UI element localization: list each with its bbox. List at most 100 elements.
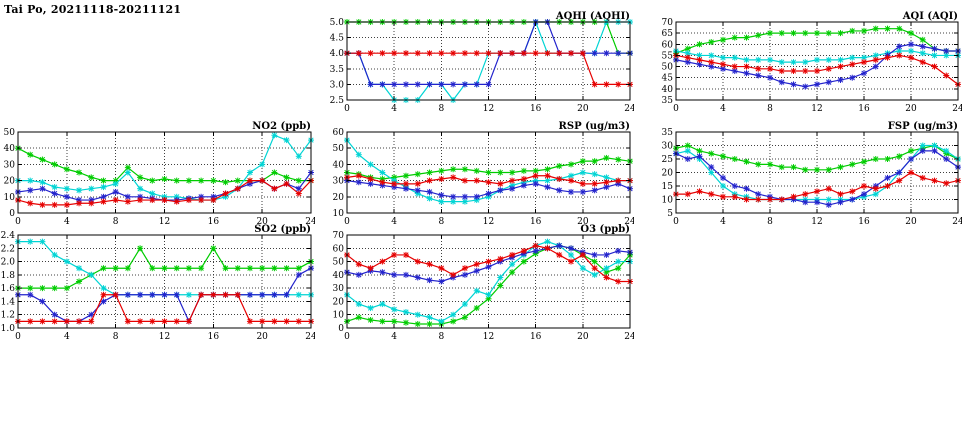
- y-tick-label: 1.0: [1, 324, 16, 334]
- chart-aqi: 35 40 45 50 55 60 65 70 0 4 8 12 16 20 24 AQI (AQI): [650, 9, 962, 116]
- y-tick-label: 1.8: [1, 271, 16, 281]
- y-tick-label: 60: [333, 128, 345, 138]
- x-tick-label: 12: [483, 332, 494, 342]
- y-tick-label: 1.6: [1, 284, 16, 294]
- x-tick-label: 8: [438, 332, 444, 342]
- x-tick-label: 4: [64, 217, 70, 227]
- series-green: [673, 142, 961, 173]
- y-tick-label: 3.0: [330, 80, 345, 90]
- y-tick-label: 4.0: [330, 49, 345, 59]
- y-tick-label: 3.5: [330, 65, 345, 75]
- y-tick-label: 25: [662, 155, 674, 165]
- x-tick-label: 20: [256, 332, 268, 342]
- tick-labels: 0 10 20 30 40 50 60 70 0 4 8 12 16 20 24: [333, 231, 634, 342]
- x-tick-label: 8: [767, 104, 773, 114]
- x-tick-label: 20: [905, 104, 917, 114]
- y-tick-label: 50: [4, 128, 16, 138]
- chart-title-aqhi: AQHI (AQHI): [555, 11, 630, 22]
- axes: [17, 131, 312, 214]
- y-tick-label: 5.0: [330, 18, 345, 28]
- y-tick-label: 15: [662, 182, 674, 192]
- y-tick-label: 2.4: [1, 231, 16, 241]
- chart-title-no2: NO2 (ppb): [252, 121, 311, 132]
- grid: [347, 22, 630, 100]
- x-tick-label: 4: [720, 104, 726, 114]
- x-tick-label: 16: [530, 217, 542, 227]
- grid: [347, 235, 630, 328]
- x-tick-label: 0: [15, 332, 21, 342]
- tick-labels: 1.0 1.2 1.4 1.6 1.8 2.0 2.2 2.4 0 4 8 12 16 20 24: [1, 231, 315, 342]
- chart-title-o3: O3 (ppb): [580, 224, 630, 235]
- y-tick-label: 0: [338, 324, 344, 334]
- x-tick-label: 16: [858, 104, 870, 114]
- x-tick-label: 24: [952, 217, 962, 227]
- x-tick-label: 24: [952, 104, 962, 114]
- series-red: [344, 172, 633, 187]
- y-tick-label: 70: [662, 18, 674, 28]
- y-tick-label: 30: [333, 284, 345, 294]
- y-tick-label: 20: [662, 169, 674, 179]
- x-tick-label: 16: [208, 217, 220, 227]
- chart-fsp: 5 10 15 20 25 30 35 0 4 8 12 16 20 24 FSP (ug/m3): [650, 119, 962, 229]
- y-tick-label: 2.2: [1, 244, 15, 254]
- y-tick-label: 10: [4, 193, 16, 203]
- y-tick-label: 65: [662, 29, 674, 39]
- series-red: [344, 242, 633, 285]
- x-tick-label: 0: [15, 217, 21, 227]
- series-red: [673, 169, 961, 203]
- x-tick-label: 24: [624, 104, 634, 114]
- tick-labels: 2.5 3.0 3.5 4.0 4.5 5.0 0 4 8 12 16 20 24: [330, 18, 634, 114]
- axes: [17, 234, 312, 329]
- y-tick-label: 40: [662, 85, 674, 95]
- page-title: Tai Po, 20211118-20211121: [4, 3, 182, 16]
- chart-rsp: 10 20 30 40 50 60 0 4 8 12 16 20 24 RSP (ug/m3): [321, 119, 634, 229]
- y-tick-label: 45: [662, 74, 674, 84]
- x-tick-label: 0: [673, 217, 679, 227]
- x-tick-label: 0: [344, 332, 350, 342]
- y-tick-label: 1.4: [1, 297, 16, 307]
- x-tick-label: 4: [64, 332, 70, 342]
- x-tick-label: 24: [305, 217, 315, 227]
- x-tick-label: 12: [159, 332, 170, 342]
- y-tick-label: 20: [333, 297, 345, 307]
- x-tick-label: 8: [767, 217, 773, 227]
- chart-title-so2: SO2 (ppb): [254, 224, 311, 235]
- y-tick-label: 30: [4, 160, 16, 170]
- series-blue: [673, 41, 961, 90]
- axes: [346, 21, 631, 101]
- x-tick-label: 20: [256, 217, 268, 227]
- y-tick-label: 4.5: [330, 34, 345, 44]
- x-tick-label: 0: [344, 217, 350, 227]
- x-tick-label: 8: [113, 332, 119, 342]
- y-tick-label: 5: [667, 209, 673, 219]
- x-tick-label: 16: [208, 332, 220, 342]
- tick-labels: 0 10 20 30 40 50 0 4 8 12 16 20 24: [4, 128, 315, 227]
- chart-svg-o3: 0 10 20 30 40 50 60 70 0 4 8 12 16 20 24 O3 (ppb): [333, 224, 634, 342]
- x-tick-label: 16: [858, 217, 870, 227]
- axes: [675, 21, 959, 101]
- chart-svg-rsp: 10 20 30 40 50 60 0 4 8 12 16 20 24 RSP (ug/m3): [333, 121, 634, 227]
- x-tick-label: 16: [530, 332, 542, 342]
- chart-svg-fsp: 5 10 15 20 25 30 35 0 4 8 12 16 20 24 FSP (ug/m3): [662, 121, 962, 227]
- x-tick-label: 20: [905, 217, 917, 227]
- x-tick-label: 12: [159, 217, 170, 227]
- series-red: [344, 50, 633, 88]
- series-green: [15, 245, 314, 292]
- tick-labels: 5 10 15 20 25 30 35 0 4 8 12 16 20 24: [662, 128, 962, 227]
- chart-title-fsp: FSP (ug/m3): [888, 121, 958, 132]
- y-tick-label: 50: [333, 144, 345, 154]
- chart-title-aqi: AQI (AQI): [902, 11, 958, 22]
- y-tick-label: 40: [333, 271, 345, 281]
- series-red: [15, 291, 314, 325]
- axes: [675, 131, 959, 214]
- y-tick-label: 50: [333, 258, 345, 268]
- chart-so2: 1.0 1.2 1.4 1.6 1.8 2.0 2.2 2.4 0 4 8 12 16 20 24 SO2 (…: [0, 222, 315, 344]
- x-tick-label: 20: [577, 104, 589, 114]
- y-tick-label: 50: [662, 63, 674, 73]
- x-tick-label: 12: [811, 104, 822, 114]
- x-tick-label: 12: [483, 104, 494, 114]
- chart-no2: 0 10 20 30 40 50 0 4 8 12 16 20 24 NO2 (ppb): [0, 119, 315, 229]
- x-tick-label: 24: [305, 332, 315, 342]
- y-tick-label: 30: [333, 177, 345, 187]
